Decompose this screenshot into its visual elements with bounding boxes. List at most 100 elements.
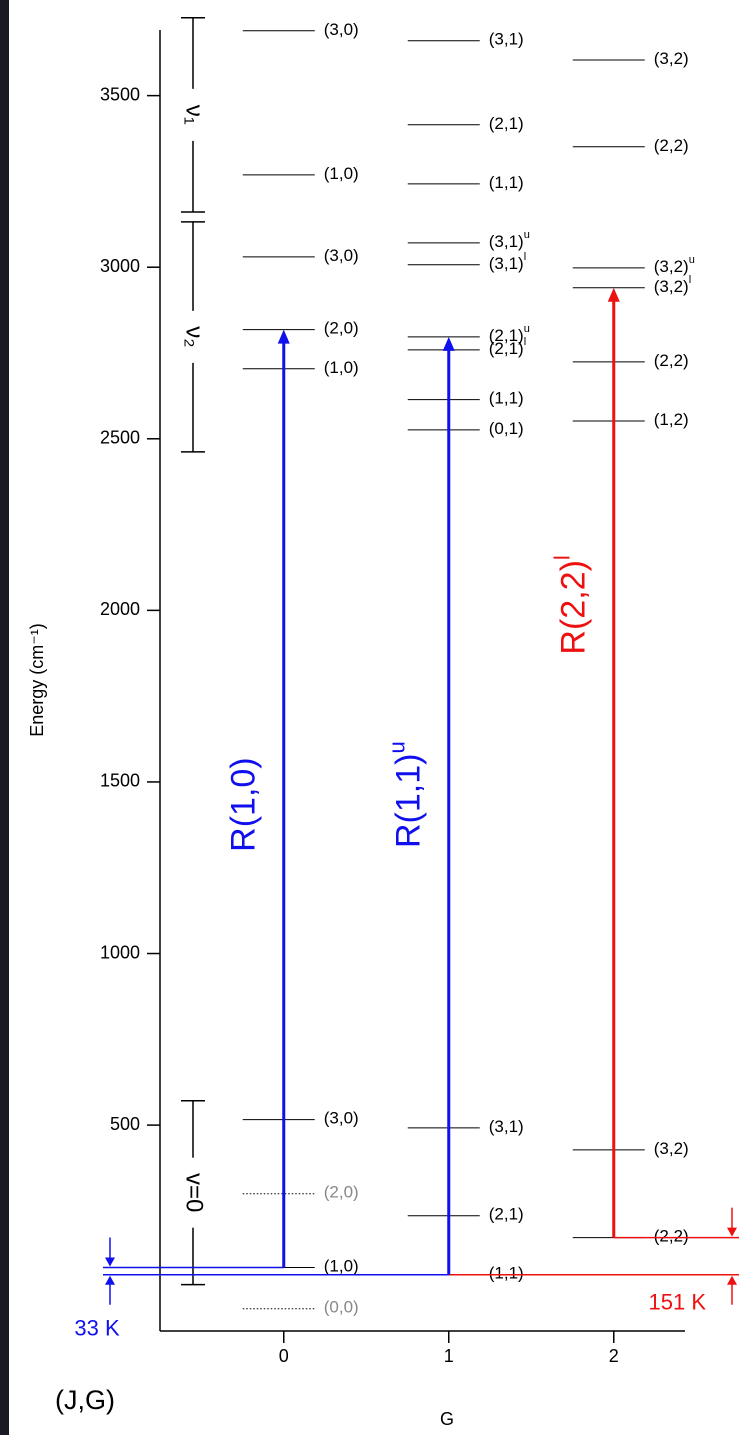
background-strip (0, 0, 9, 1435)
transition-label-text: R(1,1) (390, 754, 428, 848)
level-label: (3,1)u (489, 229, 530, 252)
y-tick-label: 2500 (100, 428, 140, 448)
transition-label-sup: u (385, 741, 410, 753)
level-label-text: (2,1) (489, 339, 524, 358)
level-label-text: (3,0) (324, 20, 359, 39)
level-label: (3,1)l (489, 251, 526, 274)
level-label-text: (2,1) (489, 1205, 524, 1224)
level-label: (2,0) (324, 319, 359, 338)
x-tick-label: 2 (609, 1346, 619, 1366)
level-label: (1,1) (489, 1264, 524, 1283)
level-label: (2,1) (489, 114, 524, 133)
gap-arrowhead (727, 1275, 737, 1285)
level-label-text: (2,2) (654, 136, 689, 155)
level-label-sup: u (524, 323, 530, 335)
gap-arrowhead (727, 1227, 737, 1237)
level-label-text: (3,0) (324, 1109, 359, 1128)
level-label: (0,1) (489, 419, 524, 438)
level-label-text: (2,0) (324, 1183, 359, 1202)
level-label: (1,1) (489, 173, 524, 192)
bracket (181, 16, 205, 213)
level-label: (3,2)l (654, 274, 691, 297)
level-label: (1,0) (324, 358, 359, 377)
level-label-text: (3,0) (324, 246, 359, 265)
level-label-sup: u (689, 254, 695, 266)
level-label-text: (3,1) (489, 1117, 524, 1136)
y-tick-label: 1500 (100, 771, 140, 791)
level-label: (2,2) (654, 136, 689, 155)
transition-label-sup: l (550, 555, 575, 560)
level-label: (2,2) (654, 351, 689, 370)
transition-label: R(1,0) (225, 757, 263, 851)
level-label-sup: l (524, 336, 526, 348)
level-label: (1,1) (489, 389, 524, 408)
transition-arrowhead (607, 287, 620, 302)
gap-arrowhead (105, 1257, 115, 1267)
level-label-text: (1,0) (324, 1257, 359, 1276)
transition-label: R(2,2)l (550, 555, 593, 654)
level-label: (1,0) (324, 164, 359, 183)
y-tick-label: 3000 (100, 256, 140, 276)
transition-arrowhead (277, 329, 290, 344)
level-label-text: (2,1) (489, 114, 524, 133)
level-label-sup: l (689, 274, 691, 286)
level-label-text: (2,0) (324, 319, 359, 338)
level-label-text: (1,0) (324, 358, 359, 377)
level-label: (2,2) (654, 1227, 689, 1246)
corner-label: (J,G) (55, 1385, 115, 1415)
level-label-text: (1,0) (324, 164, 359, 183)
level-label-text: (3,1) (489, 30, 524, 49)
level-label: (3,1) (489, 30, 524, 49)
bracket (181, 221, 205, 453)
level-label: (2,1)l (489, 336, 526, 359)
y-tick-label: 1000 (100, 942, 140, 962)
level-label: (2,1) (489, 1205, 524, 1224)
level-label-text: (2,1) (489, 326, 524, 345)
transition-label-text: R(1,0) (225, 757, 263, 851)
level-label: (2,1)u (489, 323, 530, 346)
level-label: (3,2) (654, 49, 689, 68)
y-tick-label: 500 (110, 1114, 140, 1134)
level-label-text: (1,1) (489, 389, 524, 408)
level-label: (1,2) (654, 410, 689, 429)
level-label-text: (1,1) (489, 1264, 524, 1283)
level-label-text: (2,2) (654, 1227, 689, 1246)
level-label-text: (3,1) (489, 232, 524, 251)
level-label-text: (1,1) (489, 173, 524, 192)
level-label: (3,2) (654, 1139, 689, 1158)
level-label: (3,1) (489, 1117, 524, 1136)
x-tick-label: 0 (279, 1346, 289, 1366)
level-label-text: (0,1) (489, 419, 524, 438)
level-label-text: (3,1) (489, 254, 524, 273)
x-axis-label: G (440, 1409, 454, 1429)
x-tick-label: 1 (444, 1346, 454, 1366)
level-label-text: (3,2) (654, 49, 689, 68)
level-label-text: (0,0) (324, 1298, 359, 1317)
bracket-label: ν₂ (181, 326, 208, 347)
level-label-text: (1,2) (654, 410, 689, 429)
y-axis-label: Energy (cm⁻¹) (27, 623, 47, 737)
level-label: (3,0) (324, 246, 359, 265)
level-label: (1,0) (324, 1257, 359, 1276)
bracket-label: v=0 (181, 1173, 208, 1212)
level-label-text: (2,2) (654, 351, 689, 370)
gap-label: 33 K (74, 1316, 120, 1341)
y-tick-label: 2000 (100, 599, 140, 619)
y-tick-label: 3500 (100, 84, 140, 104)
level-label: (3,0) (324, 1109, 359, 1128)
level-label: (3,2)u (654, 254, 695, 277)
transition-label-text: R(2,2) (555, 560, 593, 654)
level-label-sup: u (524, 229, 530, 241)
level-label: (3,0) (324, 20, 359, 39)
bracket-label: ν₁ (181, 105, 208, 125)
gap-label: 151 K (649, 1290, 707, 1315)
level-label: (0,0) (324, 1298, 359, 1317)
level-label-text: (3,2) (654, 277, 689, 296)
transition-arrowhead (442, 336, 455, 351)
transition-label: R(1,1)u (385, 741, 428, 848)
level-label: (2,0) (324, 1183, 359, 1202)
gap-arrowhead (105, 1275, 115, 1285)
level-label-text: (3,2) (654, 1139, 689, 1158)
level-label-text: (3,2) (654, 257, 689, 276)
